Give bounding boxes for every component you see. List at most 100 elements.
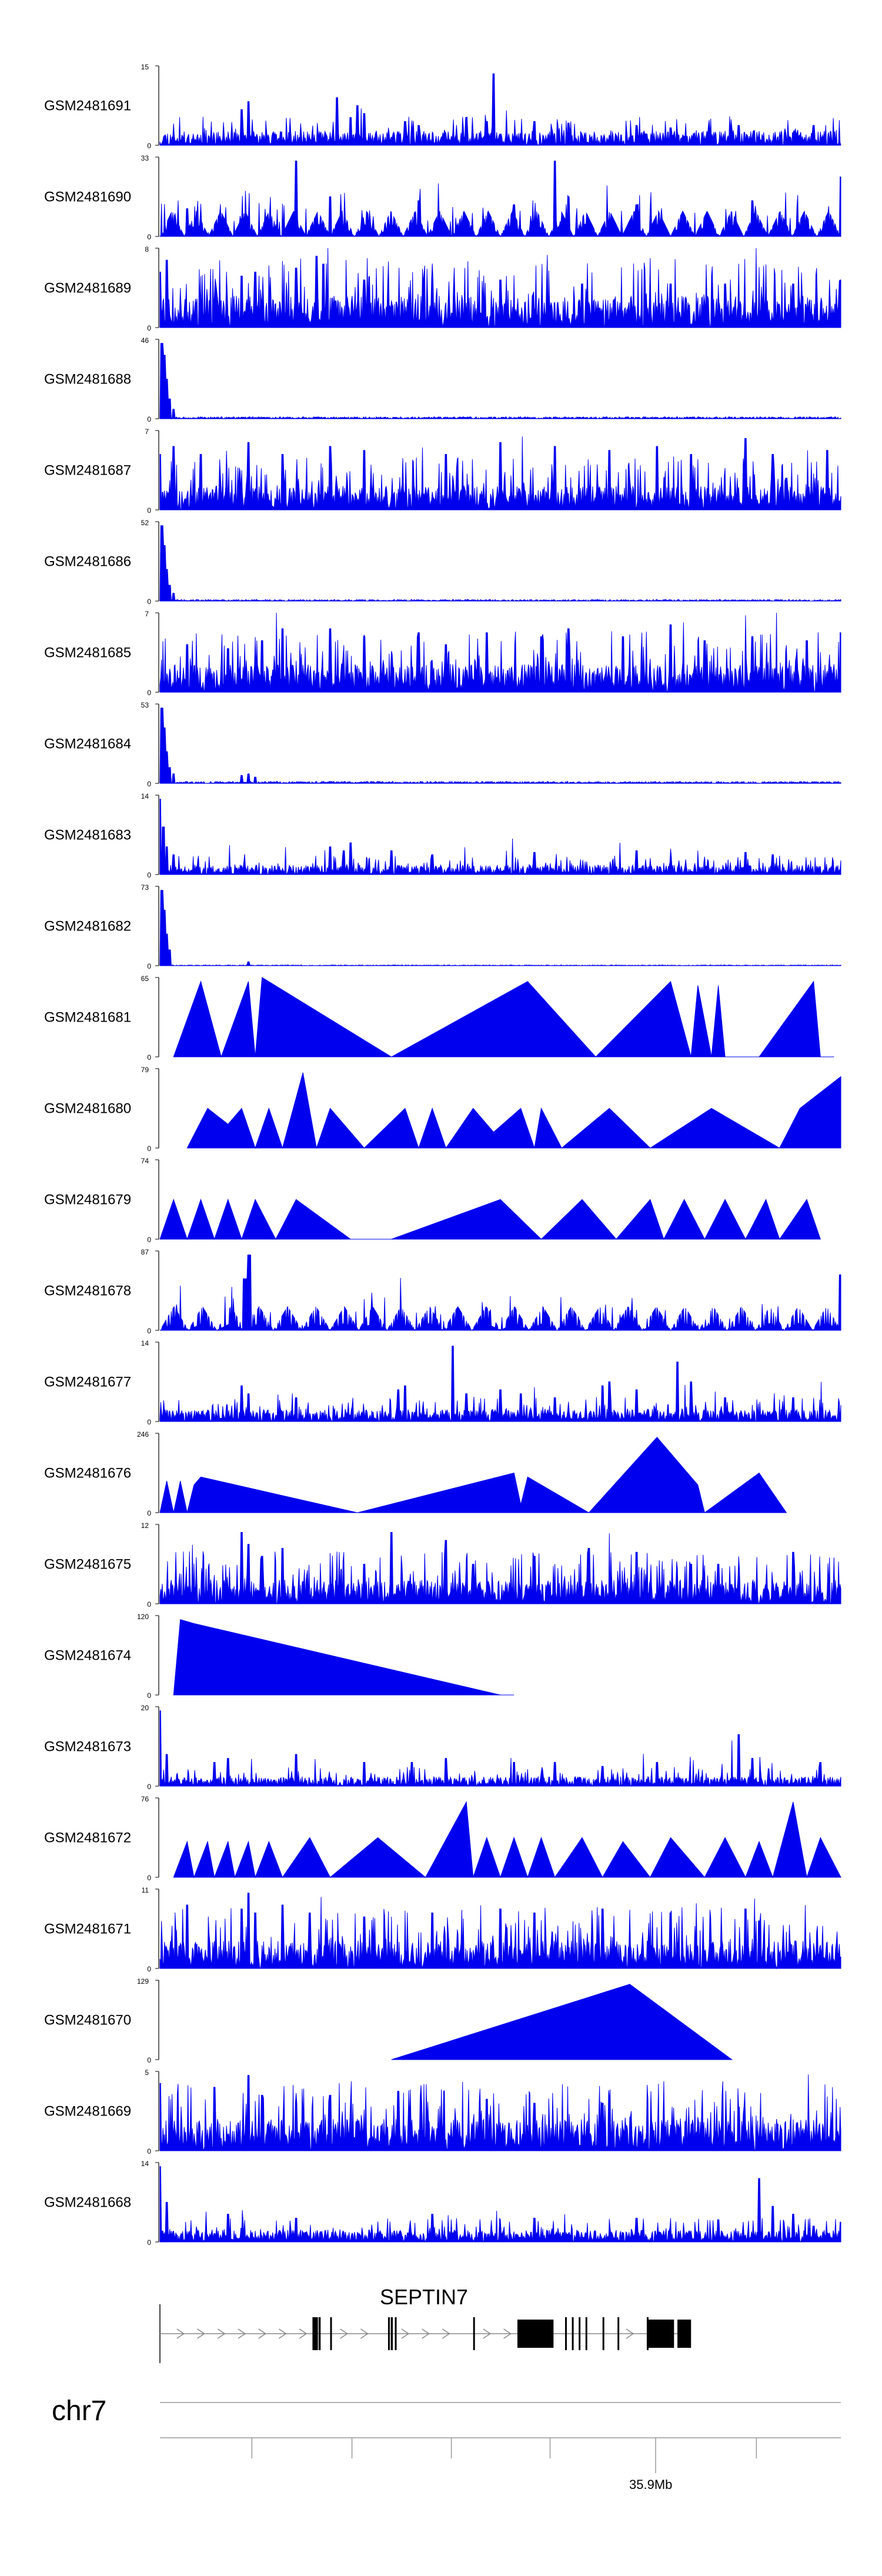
coverage-area — [159, 161, 841, 238]
y-max-label: 7 — [145, 610, 149, 618]
coverage-area — [159, 612, 841, 693]
exon — [565, 2317, 567, 2350]
exon — [318, 2317, 321, 2350]
track-label: GSM2481678 — [44, 1283, 131, 1299]
coverage-area — [159, 525, 841, 602]
strand-arrow-icon — [503, 2328, 512, 2339]
y-max-label: 46 — [141, 336, 149, 345]
track-label: GSM2481679 — [44, 1192, 131, 1208]
exon — [579, 2317, 581, 2350]
track-label: GSM2481681 — [44, 1010, 131, 1026]
y-zero-label: 0 — [147, 1509, 151, 1517]
coverage-area — [159, 799, 841, 876]
y-max-label: 11 — [142, 1886, 149, 1894]
track-GSM2481678: GSM2481678 87 0 — [44, 1248, 841, 1335]
strand-arrow-icon — [279, 2328, 287, 2339]
track-GSM2481680: GSM2481680 79 0 — [44, 1066, 841, 1153]
y-zero-label: 0 — [147, 2238, 151, 2247]
track-GSM2481677: GSM2481677 14 0 — [44, 1339, 841, 1426]
axis-position-label: 35.9Mb — [629, 2477, 673, 2492]
track-GSM2481670: GSM2481670 129 0 — [44, 1977, 733, 2064]
exon — [330, 2317, 332, 2350]
track-GSM2481685: GSM2481685 7 0 — [44, 610, 841, 697]
gene-model — [159, 2304, 691, 2363]
strand-arrow-icon — [197, 2328, 205, 2339]
y-max-label: 14 — [141, 792, 149, 800]
track-label: GSM2481690 — [44, 189, 131, 205]
coverage-area — [159, 1893, 841, 1970]
track-GSM2481690: GSM2481690 33 0 — [44, 154, 841, 241]
y-zero-label: 0 — [147, 1053, 151, 1062]
track-label: GSM2481672 — [44, 1830, 131, 1846]
coverage-area — [391, 1984, 733, 2060]
y-max-label: 20 — [141, 1704, 149, 1712]
coverage-area — [159, 1437, 787, 1513]
track-GSM2481672: GSM2481672 76 0 — [44, 1795, 841, 1882]
coverage-area — [159, 1346, 841, 1423]
y-zero-label: 0 — [147, 1418, 151, 1426]
exon — [677, 2320, 691, 2348]
y-zero-label: 0 — [147, 1600, 151, 1609]
exon — [572, 2317, 574, 2350]
coverage-area — [173, 1801, 841, 1878]
y-zero-label: 0 — [147, 415, 151, 423]
track-label: GSM2481669 — [44, 2104, 131, 2120]
coverage-area — [159, 1254, 841, 1332]
track-GSM2481674: GSM2481674 120 0 — [44, 1613, 514, 1700]
y-max-label: 73 — [141, 883, 149, 892]
coverage-area — [159, 708, 841, 785]
track-GSM2481691: GSM2481691 15 0 — [44, 63, 841, 150]
track-label: GSM2481682 — [44, 919, 131, 935]
track-GSM2481676: GSM2481676 246 0 — [44, 1430, 787, 1517]
strand-arrow-icon — [217, 2328, 226, 2339]
coverage-area — [159, 2166, 841, 2243]
coverage-area — [159, 1532, 841, 1604]
coverage-area — [159, 248, 841, 328]
y-max-label: 7 — [145, 428, 149, 436]
y-zero-label: 0 — [147, 1965, 151, 1973]
strand-arrow-icon — [299, 2328, 308, 2339]
track-label: GSM2481676 — [44, 1466, 131, 1481]
y-max-label: 79 — [141, 1066, 149, 1074]
exon — [387, 2317, 390, 2350]
track-label: GSM2481686 — [44, 554, 131, 570]
y-zero-label: 0 — [147, 598, 151, 606]
exon — [473, 2317, 475, 2350]
coverage-area — [173, 977, 834, 1058]
track-GSM2481688: GSM2481688 46 0 — [44, 336, 841, 423]
y-zero-label: 0 — [147, 1236, 151, 1244]
y-zero-label: 0 — [147, 1327, 151, 1335]
track-GSM2481669: GSM2481669 5 0 — [44, 2068, 841, 2155]
track-label: GSM2481675 — [44, 1557, 131, 1573]
strand-arrow-icon — [258, 2328, 267, 2339]
track-label: GSM2481688 — [44, 372, 131, 388]
y-max-label: 76 — [141, 1795, 149, 1803]
track-label: GSM2481683 — [44, 827, 131, 843]
y-max-label: 5 — [145, 2068, 149, 2077]
strand-arrow-icon — [238, 2328, 246, 2339]
strand-arrow-icon — [626, 2328, 634, 2339]
y-zero-label: 0 — [147, 1691, 151, 1700]
exon — [585, 2317, 587, 2350]
track-label: GSM2481687 — [44, 463, 131, 479]
exon — [617, 2317, 620, 2350]
y-zero-label: 0 — [147, 2147, 151, 2155]
track-GSM2481689: GSM2481689 8 0 — [44, 245, 841, 332]
coverage-area — [159, 890, 841, 966]
track-label: GSM2481684 — [44, 736, 131, 752]
track-label: GSM2481671 — [44, 1921, 131, 1937]
y-max-label: 74 — [141, 1157, 149, 1165]
track-GSM2481679: GSM2481679 74 0 — [44, 1157, 821, 1244]
coverage-area — [173, 1619, 514, 1696]
y-zero-label: 0 — [147, 142, 151, 150]
track-GSM2481671: GSM2481671 11 0 — [44, 1886, 841, 1973]
coverage-area — [159, 343, 841, 420]
exon — [312, 2317, 318, 2350]
y-max-label: 65 — [141, 975, 149, 983]
chromosome-label: chr7 — [52, 2395, 107, 2427]
strand-arrow-icon — [483, 2328, 492, 2339]
y-max-label: 15 — [141, 63, 149, 71]
track-label: GSM2481673 — [44, 1739, 131, 1755]
strand-arrow-icon — [401, 2328, 410, 2339]
y-zero-label: 0 — [147, 1144, 151, 1153]
